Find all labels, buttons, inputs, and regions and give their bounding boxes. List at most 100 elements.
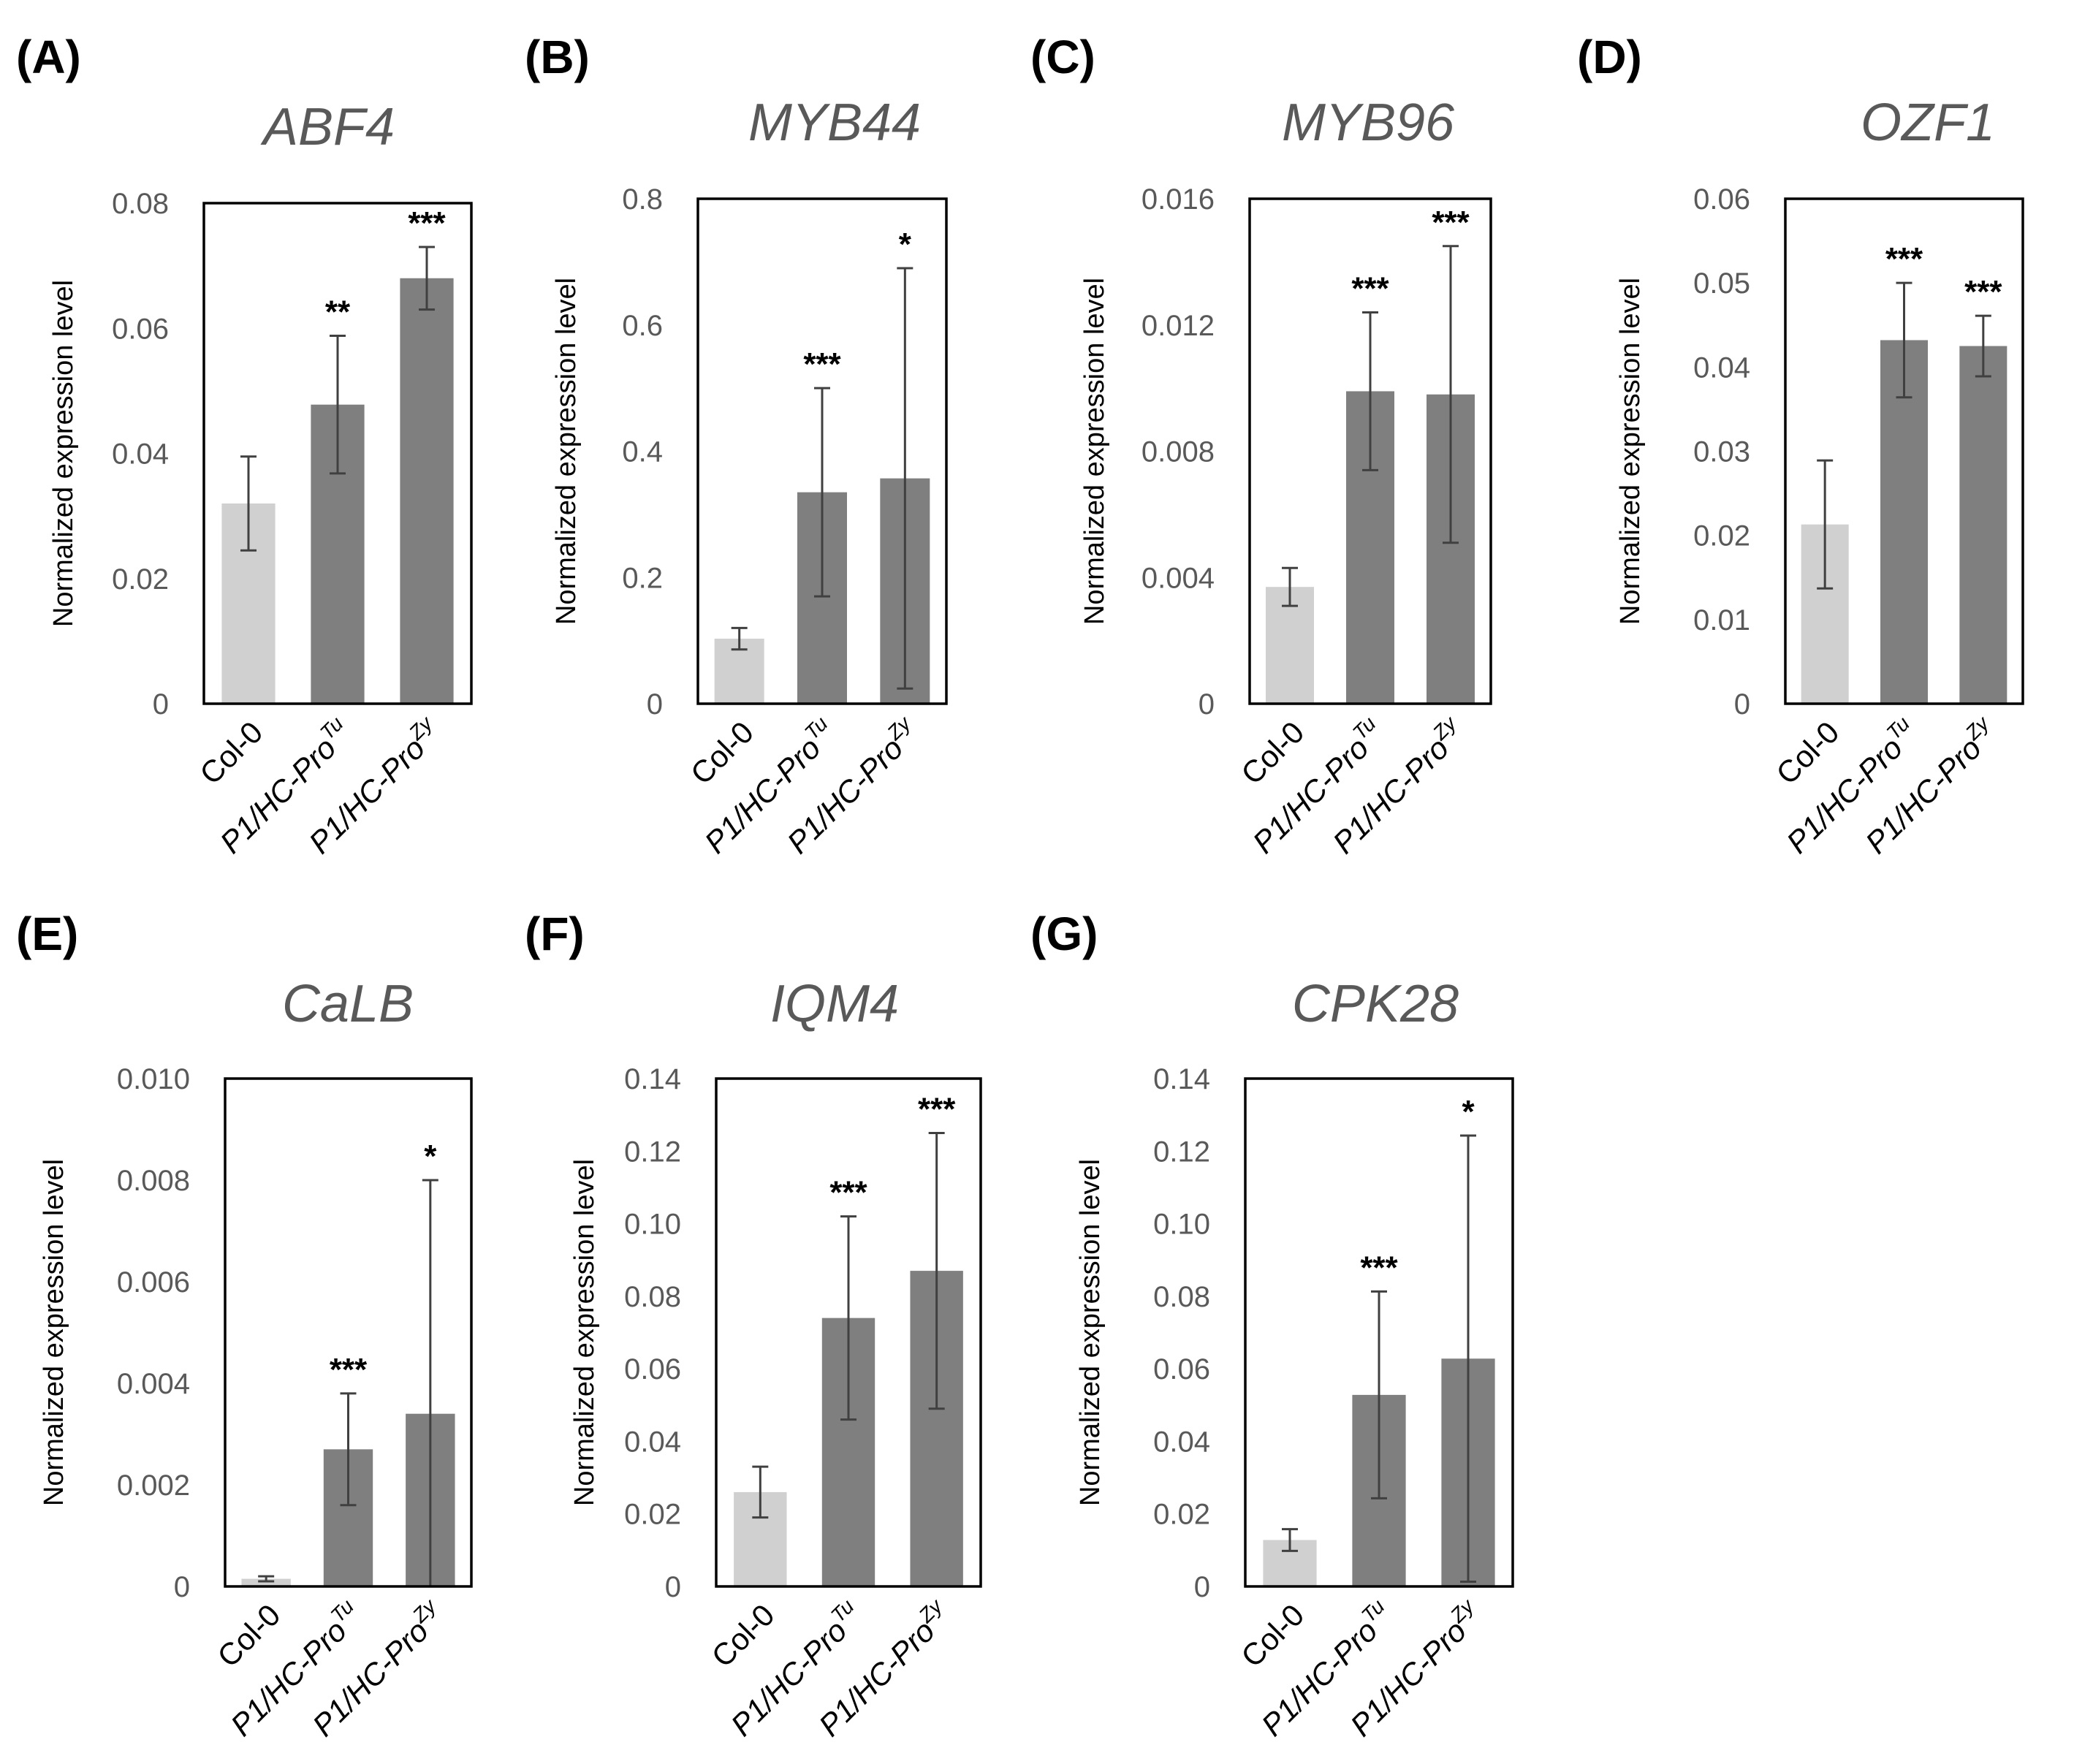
significance-label: *** xyxy=(408,205,446,241)
y-tick-label: 0.08 xyxy=(624,1281,681,1313)
y-tick-label: 0.03 xyxy=(1693,436,1750,468)
significance-label: *** xyxy=(1885,241,1923,277)
significance-label: *** xyxy=(1964,274,2002,310)
error-bar xyxy=(928,1131,945,1410)
y-tick-label: 0.04 xyxy=(1693,351,1750,384)
x-category-label: Col-0 xyxy=(210,1597,286,1673)
significance-label: *** xyxy=(1432,205,1470,240)
y-tick-label: 0.05 xyxy=(1693,267,1750,300)
x-category-label: Col-0 xyxy=(704,1597,780,1673)
x-category-label: P1/HC-ProZy xyxy=(1323,711,1473,860)
significance-label: * xyxy=(1462,1094,1475,1130)
error-bar xyxy=(897,267,913,690)
error-bar xyxy=(258,1575,275,1583)
y-tick-label: 0.008 xyxy=(117,1165,190,1197)
plot-frame xyxy=(224,1077,473,1588)
chart-panel: (C) MYB96 0 0.004 0.008 0.012 0.016 Normalized … xyxy=(1030,31,1492,860)
error-bar xyxy=(340,1392,357,1507)
error-bar xyxy=(1282,566,1298,607)
y-tick-label: 0.12 xyxy=(1153,1136,1210,1168)
significance-label: *** xyxy=(1351,270,1389,306)
y-tick-label: 0 xyxy=(153,688,169,721)
y-tick-label: 0.06 xyxy=(1693,183,1750,216)
y-tick-label: 0 xyxy=(174,1571,190,1603)
y-tick-label: 0.002 xyxy=(117,1470,190,1502)
chart-panel: (D) OZF1 0 0.01 0.02 0.03 0.04 0.05 0.06 Normaliz… xyxy=(1577,31,2024,860)
y-tick-label: 0.12 xyxy=(624,1136,681,1168)
y-axis-label: Normalized expression level xyxy=(1079,278,1110,625)
panel-letter: (B) xyxy=(525,31,590,83)
chart-title: ABF4 xyxy=(260,98,395,156)
y-tick-label: 0.2 xyxy=(622,562,663,594)
y-tick-label: 0.004 xyxy=(117,1368,190,1400)
panel-letter: (D) xyxy=(1577,31,1642,83)
y-tick-label: 0 xyxy=(665,1571,681,1603)
plot-frame xyxy=(1248,197,1492,705)
error-bar xyxy=(1371,1290,1387,1499)
y-tick-label: 0.4 xyxy=(622,436,663,468)
y-tick-label: 0.14 xyxy=(624,1063,681,1095)
y-tick-label: 0.8 xyxy=(622,183,663,216)
plot-frame xyxy=(202,202,473,705)
error-bar xyxy=(1975,314,1991,378)
y-tick-label: 0.006 xyxy=(117,1266,190,1299)
chart-title: MYB96 xyxy=(1282,94,1455,152)
y-axis-label: Normalized expression level xyxy=(551,278,582,625)
bar xyxy=(1959,346,2007,704)
y-tick-label: 0.02 xyxy=(624,1499,681,1531)
chart-panel: (B) MYB44 0 0.2 0.4 0.6 0.8 Normalized expressi… xyxy=(525,31,948,860)
significance-label: *** xyxy=(1360,1250,1398,1285)
y-tick-label: 0 xyxy=(647,688,663,721)
chart-title: CPK28 xyxy=(1292,975,1459,1033)
y-tick-label: 0.02 xyxy=(1153,1499,1210,1531)
error-bar xyxy=(1362,311,1378,471)
error-bar xyxy=(330,335,346,475)
significance-label: *** xyxy=(803,346,841,382)
error-bar xyxy=(731,626,748,651)
y-tick-label: 0.010 xyxy=(117,1063,190,1095)
y-tick-label: 0.14 xyxy=(1153,1063,1210,1095)
y-tick-label: 0.10 xyxy=(624,1209,681,1241)
error-bar xyxy=(1817,459,1834,590)
bar xyxy=(241,1578,291,1586)
chart-panel: (G) CPK28 0 0.02 0.04 0.06 0.08 0.10 0.12 0.14 Nor… xyxy=(1030,908,1514,1743)
x-category-label: Col-0 xyxy=(1769,715,1845,791)
y-tick-label: 0 xyxy=(1199,688,1215,721)
plot-frame xyxy=(1784,197,2024,705)
y-axis-label: Normalized expression level xyxy=(569,1159,600,1506)
y-tick-label: 0.02 xyxy=(1693,520,1750,552)
chart-panel: (E) CaLB 0 0.002 0.004 0.006 0.008 0.010 Normali… xyxy=(16,908,473,1743)
y-axis-label: Normalized expression level xyxy=(1615,278,1646,625)
bar xyxy=(1880,340,1928,704)
y-tick-label: 0.04 xyxy=(112,438,169,471)
error-bar xyxy=(240,455,257,552)
chart-panel: (A) ABF4 0 0.02 0.04 0.06 0.08 Normalized expre… xyxy=(16,31,473,860)
y-axis-label: Normalized expression level xyxy=(48,280,79,627)
x-category-label: P1/HC-ProZy xyxy=(1856,711,2005,860)
y-tick-label: 0.6 xyxy=(622,310,663,342)
y-tick-label: 0.02 xyxy=(112,563,169,596)
y-tick-label: 0.06 xyxy=(112,313,169,345)
y-tick-label: 0.012 xyxy=(1142,310,1215,342)
error-bar xyxy=(752,1465,769,1519)
bar xyxy=(400,278,454,704)
error-bar xyxy=(814,387,830,598)
x-category-label: Col-0 xyxy=(1234,1597,1310,1673)
chart-title: CaLB xyxy=(282,975,414,1033)
x-category-label: Col-0 xyxy=(1234,715,1310,791)
significance-label: * xyxy=(424,1138,437,1174)
y-axis-label: Normalized expression level xyxy=(39,1159,69,1506)
plot-frame xyxy=(715,1077,982,1588)
y-tick-label: 0.004 xyxy=(1142,562,1215,594)
y-axis-label: Normalized expression level xyxy=(1075,1159,1106,1506)
error-bar xyxy=(1460,1134,1476,1584)
y-tick-label: 0.08 xyxy=(112,188,169,220)
panel-letter: (F) xyxy=(525,908,585,960)
error-bar xyxy=(840,1215,856,1421)
plot-frame xyxy=(696,197,948,705)
y-tick-label: 0 xyxy=(1734,688,1750,721)
significance-label: *** xyxy=(918,1091,956,1127)
significance-label: *** xyxy=(829,1175,867,1211)
panel-letter: (A) xyxy=(16,31,81,83)
